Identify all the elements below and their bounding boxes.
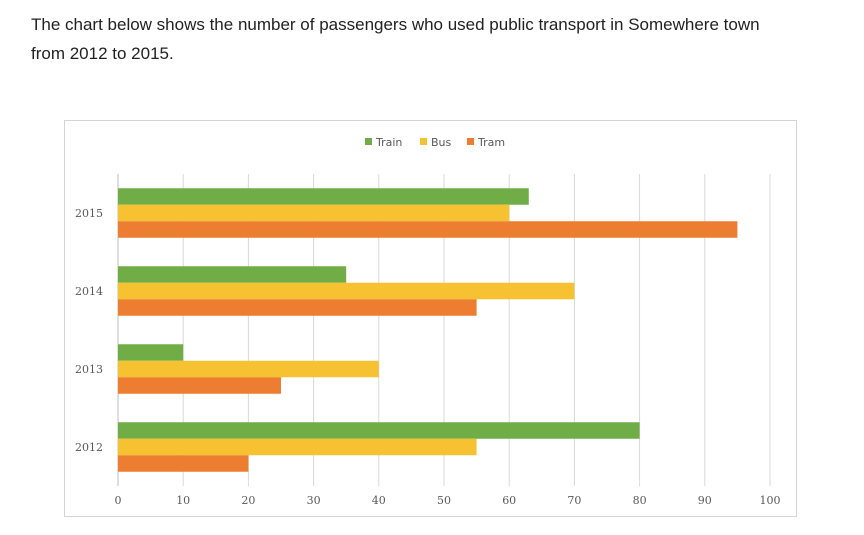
x-tick-label-0: 0 <box>115 494 122 507</box>
legend-label-bus: Bus <box>431 136 452 149</box>
x-tick-label-50: 50 <box>437 494 451 507</box>
legend-label-tram: Tram <box>477 136 505 149</box>
x-tick-label-30: 30 <box>307 494 321 507</box>
bar-train-2012 <box>118 422 640 439</box>
x-tick-label-60: 60 <box>502 494 516 507</box>
bar-train-2014 <box>118 266 347 283</box>
bar-train-2015 <box>118 188 529 205</box>
bar-tram-2015 <box>118 221 738 238</box>
bar-bus-2014 <box>118 282 575 300</box>
x-tick-label-100: 100 <box>760 494 781 507</box>
legend-swatch-tram <box>467 138 474 145</box>
legend-label-train: Train <box>375 136 402 149</box>
x-tick-label-80: 80 <box>633 494 647 507</box>
x-tick-label-70: 70 <box>567 494 581 507</box>
chart-frame: 0 10 20 30 40 50 60 70 80 90 100 2012 2013 2014 2015 Tr… <box>64 120 797 517</box>
y-category-label-2015: 2015 <box>75 207 103 220</box>
legend-swatch-train <box>365 138 372 145</box>
bar-tram-2014 <box>118 299 477 316</box>
bar-train-2013 <box>118 344 184 361</box>
x-tick-label-90: 90 <box>698 494 712 507</box>
bar-bus-2012 <box>118 438 477 456</box>
description-line-2: from 2012 to 2015. <box>31 44 174 63</box>
y-category-label-2012: 2012 <box>75 441 103 454</box>
y-category-label-2013: 2013 <box>75 363 103 376</box>
x-tick-label-20: 20 <box>241 494 255 507</box>
bar-tram-2013 <box>118 377 281 394</box>
x-tick-label-10: 10 <box>176 494 190 507</box>
passenger-bar-chart: 0 10 20 30 40 50 60 70 80 90 100 2012 2013 2014 2015 Tr… <box>75 136 781 507</box>
description-line-1: The chart below shows the number of pass… <box>31 15 760 34</box>
bar-tram-2012 <box>118 455 249 472</box>
y-category-label-2014: 2014 <box>75 285 103 298</box>
chart-description: The chart below shows the number of pass… <box>31 10 831 68</box>
legend-swatch-bus <box>420 138 427 145</box>
bar-bus-2013 <box>118 360 379 378</box>
bar-bus-2015 <box>118 204 510 222</box>
x-tick-label-40: 40 <box>372 494 386 507</box>
